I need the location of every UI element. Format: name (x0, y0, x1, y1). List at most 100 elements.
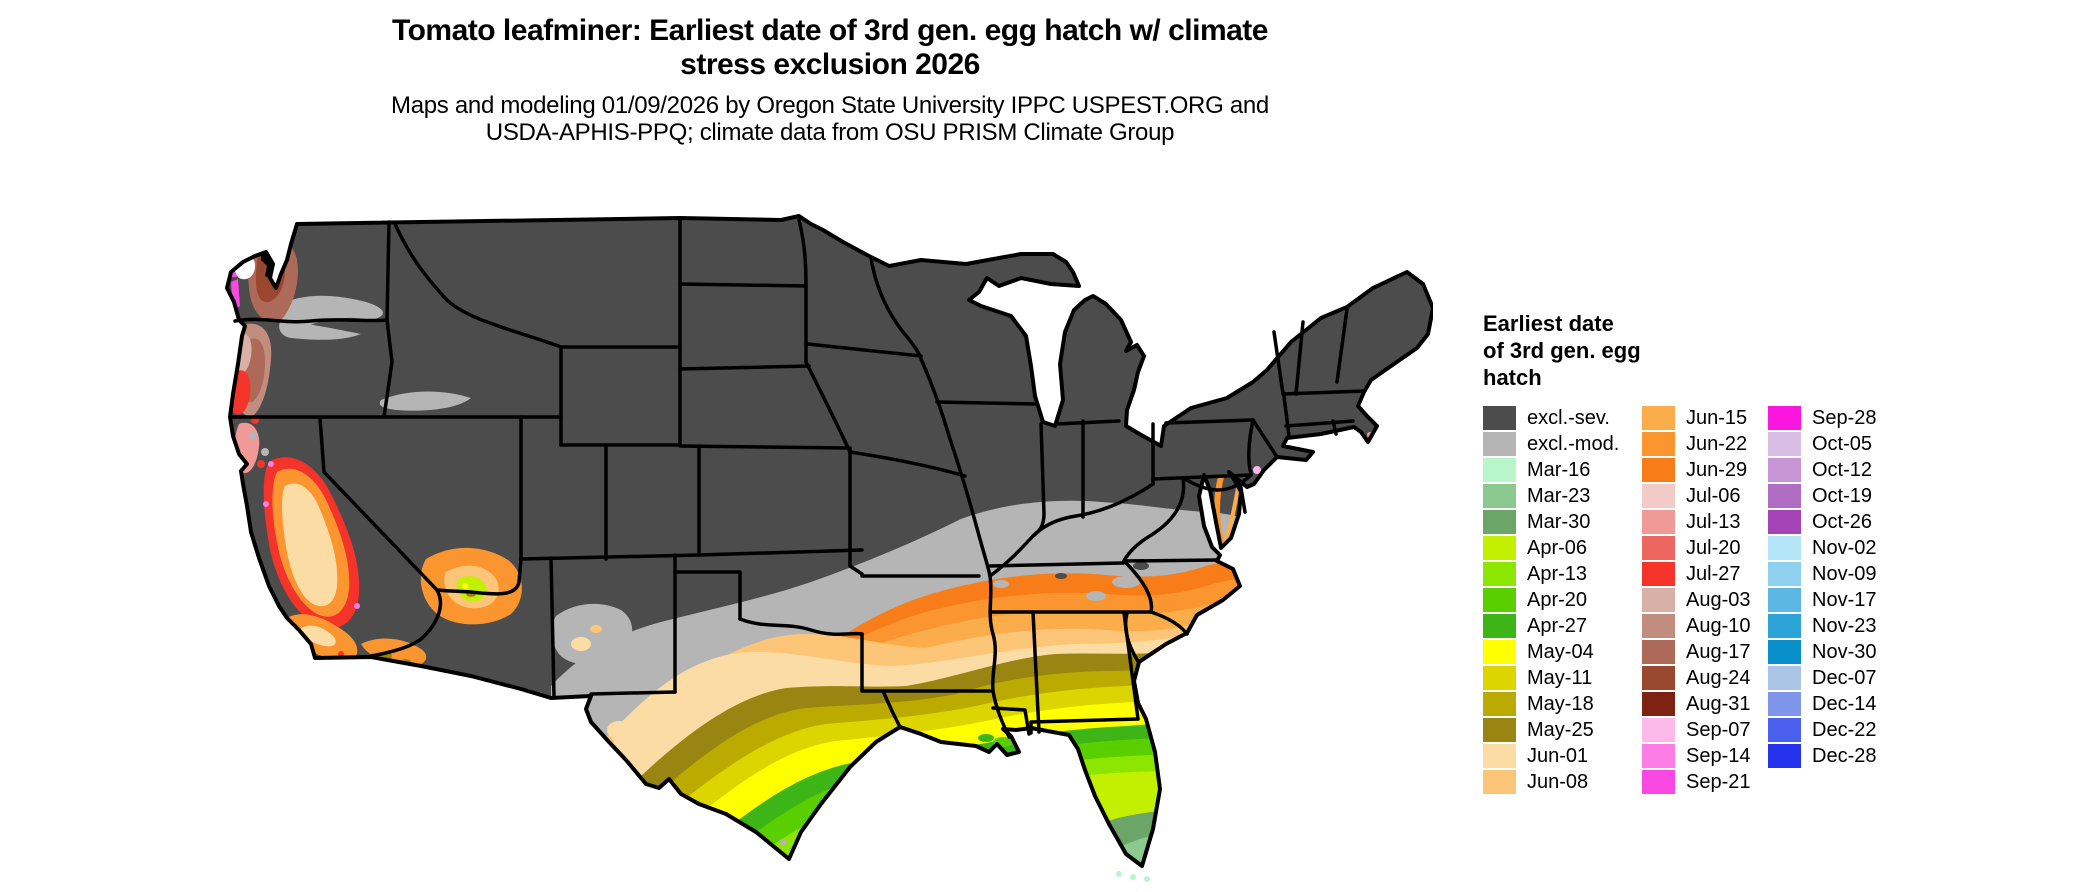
gray-patch (1055, 573, 1067, 579)
legend-color-swatch (1483, 406, 1516, 430)
legend-date-label: Jun-15 (1686, 406, 1748, 429)
legend-date-label: Nov-17 (1812, 588, 1877, 611)
title-line-2: stress exclusion 2026 (680, 48, 980, 81)
border-mn-west (797, 218, 808, 364)
legend-entry: Aug-31 (1642, 691, 1751, 717)
border-mn-wi (869, 256, 923, 361)
legend-entry: Oct-12 (1768, 457, 1877, 483)
legend-color-swatch (1642, 484, 1675, 508)
credits-line-1: Maps and modeling 01/09/2026 by Oregon S… (391, 92, 1269, 119)
legend-color-swatch (1642, 692, 1675, 716)
legend-color-swatch (1642, 640, 1675, 664)
legend-color-swatch (1483, 562, 1516, 586)
legend-entry: Oct-26 (1768, 509, 1877, 535)
legend-entry: Mar-30 (1483, 509, 1619, 535)
legend-date-label: Sep-28 (1812, 406, 1877, 429)
border-ks-ne (678, 444, 852, 450)
peach-patch (571, 637, 591, 651)
legend-date-label: Aug-03 (1686, 588, 1751, 611)
legend-color-swatch (1642, 510, 1675, 534)
legend-entry: Nov-30 (1768, 639, 1877, 665)
legend-date-label: Dec-22 (1812, 718, 1877, 741)
arizona-yellow-speck (462, 583, 468, 589)
legend-color-swatch (1768, 640, 1801, 664)
legend-date-label: Aug-24 (1686, 666, 1751, 689)
legend-date-label: Nov-30 (1812, 640, 1877, 663)
gray-patch (993, 580, 1009, 588)
legend-date-label: Apr-13 (1527, 562, 1588, 585)
valley-pink-speck (268, 461, 274, 467)
peach-patch (607, 721, 631, 739)
legend-entry: Nov-09 (1768, 561, 1877, 587)
legend-columns: excl.-sev. excl.-mod. Mar-16 Mar-23 Mar-30 Ap… (1483, 405, 2093, 805)
legend-entry: Sep-28 (1768, 405, 1877, 431)
legend-date-label: Sep-21 (1686, 770, 1751, 793)
legend-entry: Jul-20 (1642, 535, 1751, 561)
state-borders (228, 216, 1366, 739)
border-mi-south (1054, 419, 1121, 426)
legend-color-swatch (1483, 614, 1516, 638)
legend-color-swatch (1483, 588, 1516, 612)
legend-date-label: Oct-19 (1812, 484, 1873, 507)
legend-color-swatch (1483, 770, 1516, 794)
legend-color-swatch (1768, 458, 1801, 482)
border-wa-or (233, 317, 389, 324)
legend-entry: Apr-27 (1483, 613, 1619, 639)
legend-color-swatch (1483, 692, 1516, 716)
band-mar-30 (981, 802, 1433, 866)
legend-entry: May-11 (1483, 665, 1619, 691)
top-magenta-speck (301, 216, 305, 218)
keys-dot (1116, 871, 1122, 877)
legend-date-label: May-04 (1527, 640, 1594, 663)
legend-color-swatch (1483, 432, 1516, 456)
legend-entry: Aug-03 (1642, 587, 1751, 613)
keys-dot (1144, 876, 1150, 882)
map-credits: Maps and modeling 01/09/2026 by Oregon S… (180, 92, 1480, 146)
border-ny-nj (1251, 418, 1279, 459)
border-ky-tn (988, 561, 1125, 568)
legend-date-label: Nov-23 (1812, 614, 1877, 637)
legend-color-swatch (1642, 718, 1675, 742)
norcal-gray-speck (249, 432, 257, 440)
credits-line-2: USDA-APHIS-PPQ; climate data from OSU PR… (485, 119, 1175, 146)
border-nv-az (435, 557, 523, 596)
legend-date-label: excl.-mod. (1527, 432, 1620, 455)
title-line-1: Tomato leafminer: Earliest date of 3rd g… (392, 14, 1268, 47)
legend-entry: Mar-23 (1483, 483, 1619, 509)
legend-color-swatch (1642, 536, 1675, 560)
legend-date-label: Aug-10 (1686, 614, 1751, 637)
legend-entry: Sep-07 (1642, 717, 1751, 743)
legend-color-swatch (1768, 432, 1801, 456)
legend-entry: May-18 (1483, 691, 1619, 717)
legend-date-label: excl.-sev. (1527, 406, 1610, 429)
california-central-valley (263, 457, 360, 629)
border-ar-ok-la (860, 632, 993, 729)
legend-date-label: Apr-06 (1527, 536, 1588, 559)
legend-entry: Jun-15 (1642, 405, 1751, 431)
legend-color-swatch (1768, 666, 1801, 690)
border-sd-ne (678, 364, 811, 371)
legend-color-swatch (1483, 718, 1516, 742)
arizona-lowland-chartreuse (456, 576, 487, 602)
legend-color-swatch (1642, 666, 1675, 690)
border-ny-vt (1272, 330, 1285, 396)
legend-entry: Aug-17 (1642, 639, 1751, 665)
region-excluded-moderate-west-patches (278, 295, 652, 758)
legend-entry: excl.-sev. (1483, 405, 1619, 431)
border-delaware-river (1247, 418, 1255, 476)
legend-date-label: Jun-29 (1686, 458, 1748, 481)
border-ia-mo (848, 450, 967, 478)
legend-entry: Apr-13 (1483, 561, 1619, 587)
legend-color-swatch (1768, 484, 1801, 508)
legend-date-label: Mar-30 (1527, 510, 1591, 533)
legend-date-label: Aug-31 (1686, 692, 1751, 715)
border-mn-ia (806, 342, 923, 358)
legend-color-swatch (1768, 718, 1801, 742)
legend-entry: Nov-23 (1768, 613, 1877, 639)
border-wi-il (935, 400, 1037, 406)
legend-date-label: May-25 (1527, 718, 1594, 741)
legend-title-line-2: of 3rd gen. egg (1483, 338, 1641, 363)
legend-color-swatch (1642, 614, 1675, 638)
legend-entry: Jul-27 (1642, 561, 1751, 587)
legend-color-swatch (1642, 562, 1675, 586)
